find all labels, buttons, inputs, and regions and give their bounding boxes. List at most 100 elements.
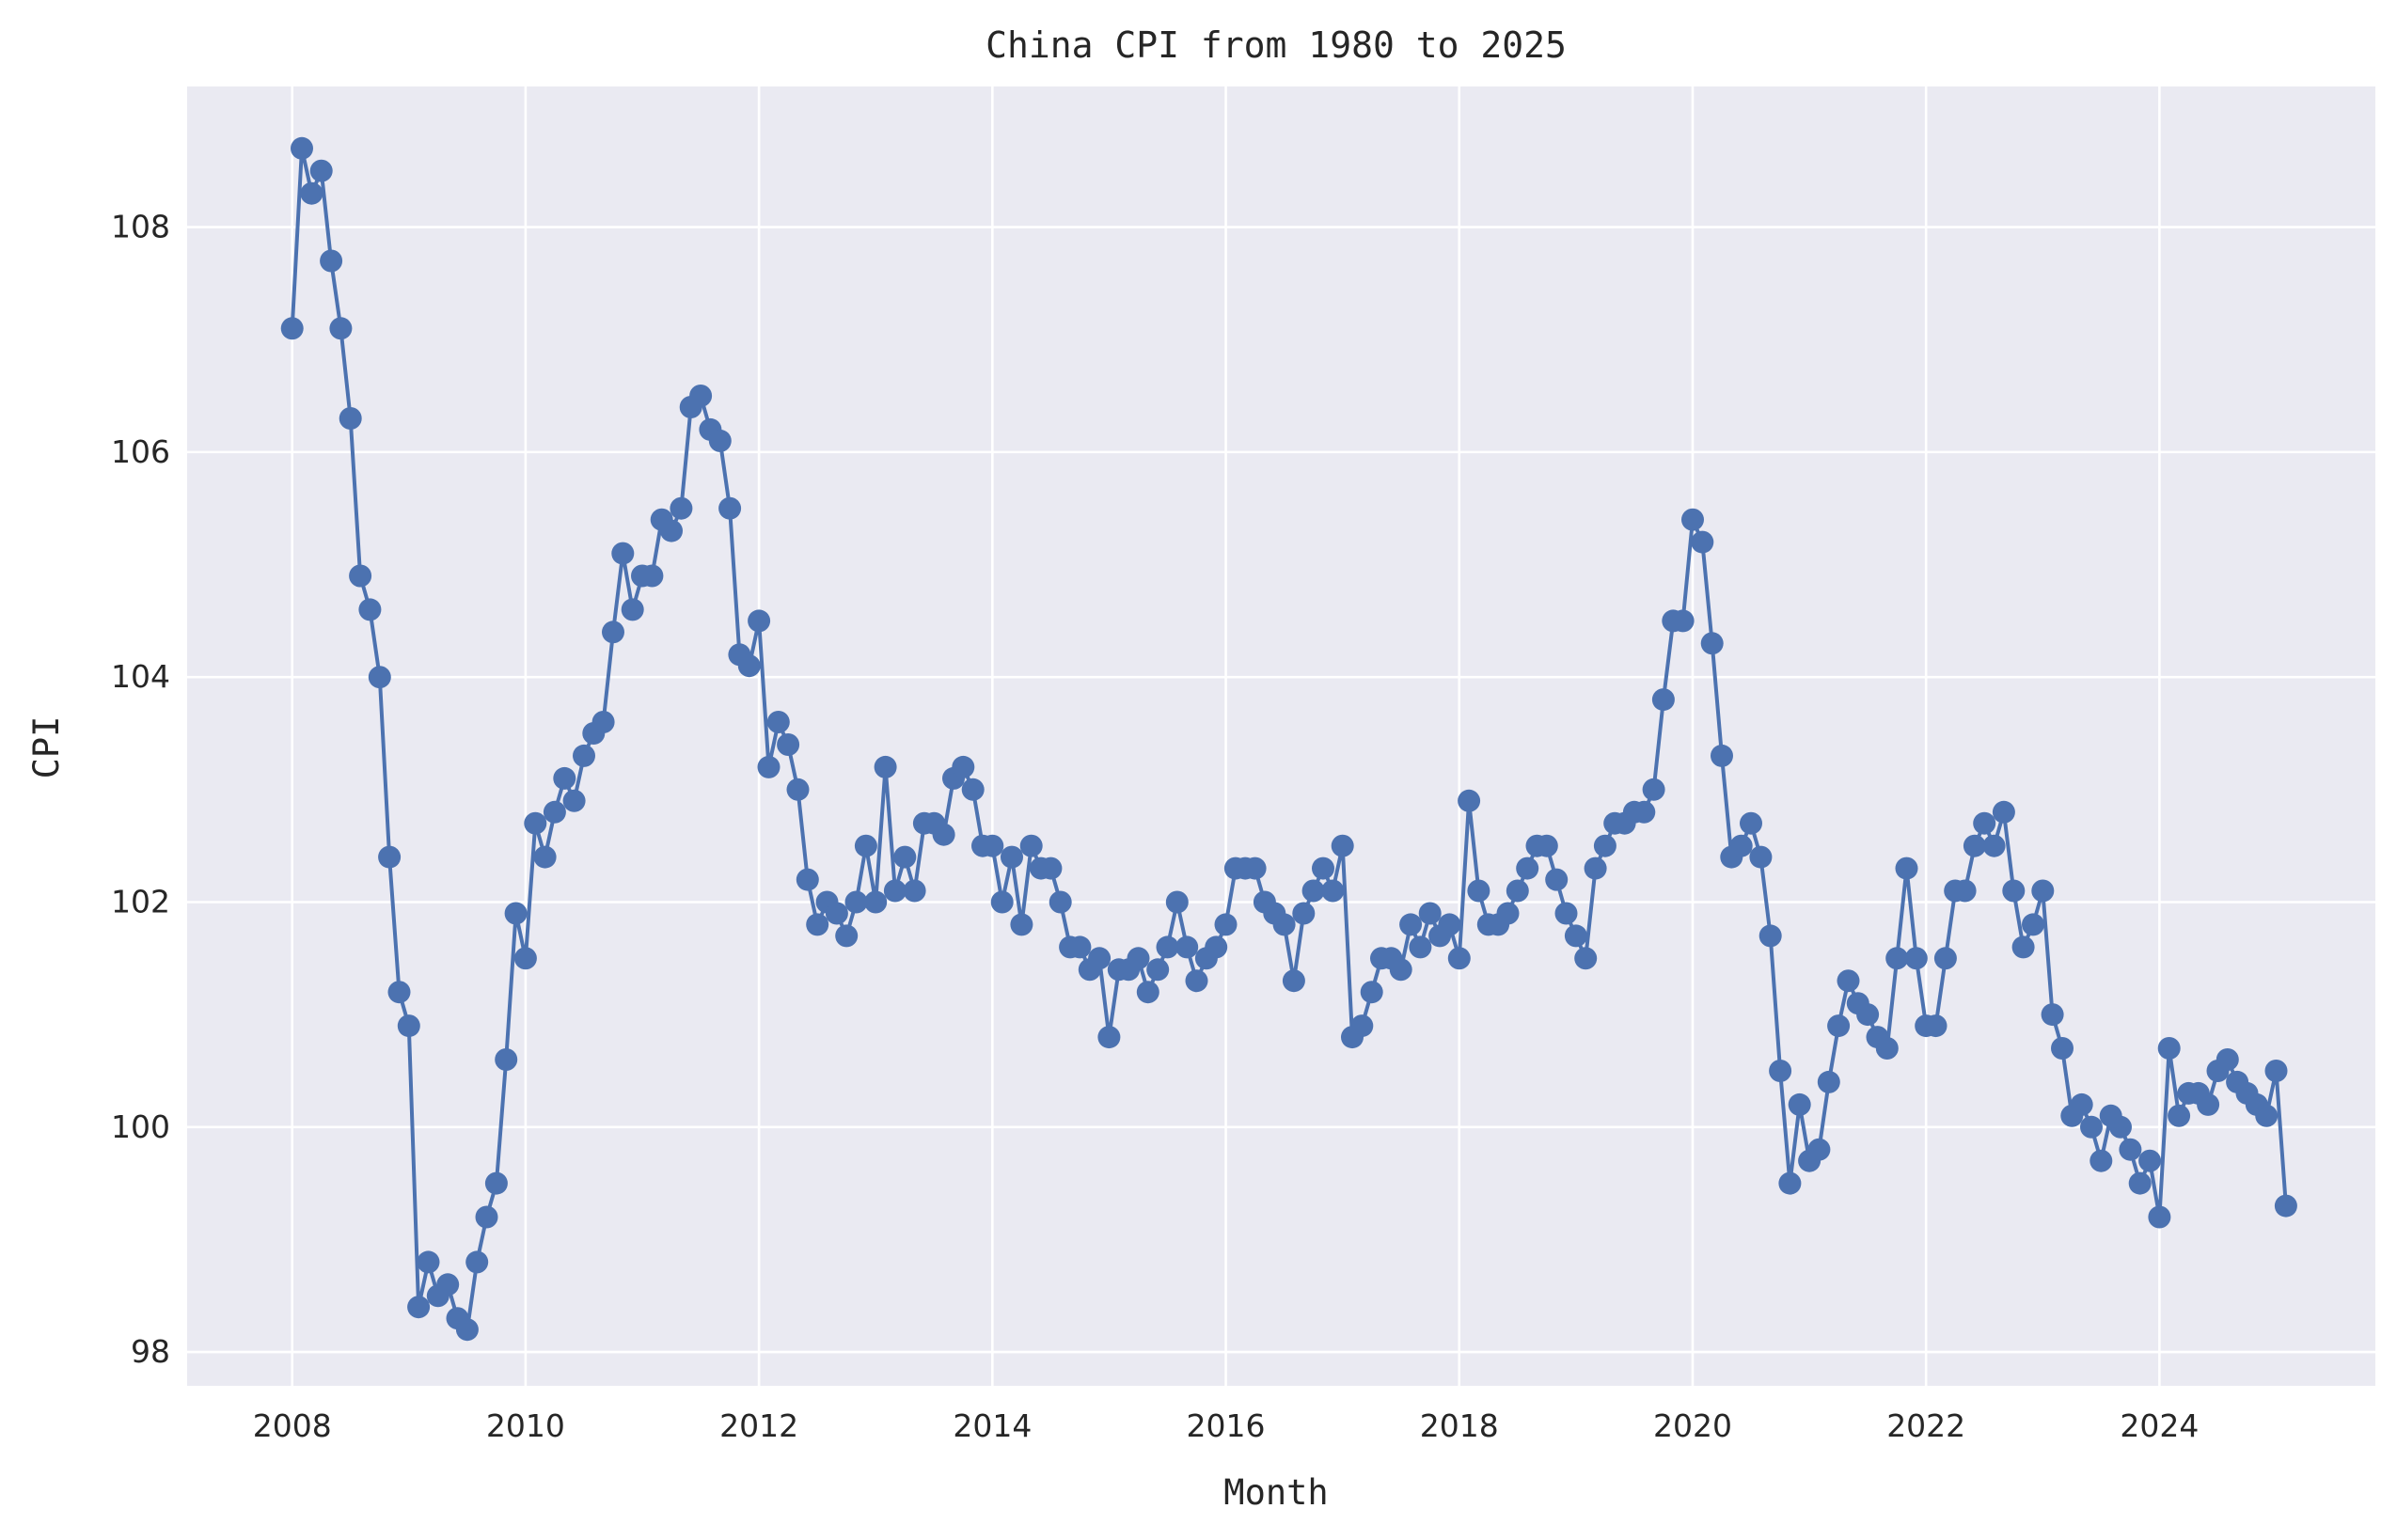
x-tick-label: 2008 (253, 1407, 332, 1444)
data-point (591, 711, 615, 733)
data-point (1642, 778, 1665, 801)
data-point (524, 811, 547, 835)
data-point (1535, 834, 1558, 857)
data-point (1700, 632, 1724, 655)
x-tick-labels: 2008 2010 2012 2014 2016 2018 2020 2022 2024 (253, 1407, 2200, 1444)
y-tick-label: 108 (111, 209, 170, 245)
data-point (1807, 1138, 1831, 1161)
data-point (1778, 1171, 1802, 1195)
data-point (1301, 879, 1325, 903)
data-point (1837, 969, 1860, 993)
data-point (1418, 902, 1442, 925)
data-point (2051, 1037, 2074, 1060)
x-tick-label: 2024 (2120, 1407, 2199, 1444)
data-point (1875, 1037, 1899, 1060)
y-tick-label: 100 (111, 1108, 170, 1145)
data-point (1671, 609, 1695, 633)
data-point (1438, 913, 1461, 936)
data-point (786, 778, 810, 801)
chart-title: China CPI from 1980 to 2025 (986, 24, 1567, 66)
data-point (1769, 1060, 1792, 1082)
x-tick-label: 2018 (1420, 1407, 1499, 1444)
data-point (1729, 834, 1753, 857)
data-point (2070, 1092, 2093, 1116)
data-point (358, 598, 382, 621)
data-point (1933, 947, 1957, 970)
data-point (1088, 947, 1112, 970)
data-point (2274, 1194, 2297, 1218)
data-point (2168, 1104, 2191, 1127)
data-point (2197, 1092, 2220, 1116)
data-point (2002, 879, 2026, 903)
x-tick-label: 2010 (486, 1407, 565, 1444)
data-point (757, 755, 781, 778)
data-point (1788, 1092, 1811, 1116)
y-axis-label: CPI (26, 716, 67, 779)
data-point (300, 181, 323, 205)
data-point (1827, 1014, 1851, 1038)
data-point (1272, 913, 1296, 936)
data-point (1409, 935, 1432, 959)
data-point (1953, 879, 1977, 903)
data-point (806, 913, 829, 936)
data-point (1039, 856, 1063, 880)
data-point (397, 1014, 420, 1038)
data-point (1321, 879, 1345, 903)
plot-area (187, 86, 2375, 1386)
data-point (1632, 800, 1656, 824)
data-point (387, 981, 411, 1004)
data-point (1068, 935, 1092, 959)
y-tick-label: 102 (111, 883, 170, 919)
data-point (1467, 879, 1490, 903)
data-point (1895, 856, 1918, 880)
x-tick-label: 2014 (953, 1407, 1032, 1444)
data-point (1924, 1014, 1948, 1038)
data-point (1185, 969, 1208, 993)
data-point (2011, 935, 2035, 959)
data-point (1447, 947, 1471, 970)
data-point (1564, 924, 1587, 948)
data-point (1992, 800, 2015, 824)
data-point (990, 890, 1014, 914)
x-tick-label: 2012 (719, 1407, 798, 1444)
data-point (854, 834, 877, 857)
data-point (1214, 913, 1238, 936)
data-point (1584, 856, 1607, 880)
data-point (981, 834, 1004, 857)
data-point (2157, 1037, 2181, 1060)
data-point (1817, 1070, 1840, 1093)
x-tick-label: 2020 (1653, 1407, 1732, 1444)
data-point (1593, 834, 1616, 857)
data-point (573, 744, 595, 767)
data-point (2022, 913, 2044, 936)
data-point (1496, 902, 1520, 925)
data-point (553, 766, 576, 790)
data-point (1651, 688, 1675, 712)
data-point (484, 1171, 508, 1195)
data-point (291, 136, 313, 160)
data-point (533, 845, 557, 869)
data-point (1545, 868, 1569, 891)
data-point (280, 317, 304, 340)
data-point (1312, 856, 1334, 880)
data-point (1001, 845, 1023, 869)
data-point (309, 159, 333, 182)
data-point (1010, 913, 1033, 936)
data-point (660, 519, 683, 542)
data-point (689, 385, 713, 407)
data-point (2031, 879, 2055, 903)
data-point (1127, 947, 1150, 970)
data-point (320, 249, 343, 273)
y-tick-label: 104 (111, 658, 170, 695)
data-point (1758, 924, 1782, 948)
data-point (1749, 845, 1773, 869)
data-point (1243, 856, 1267, 880)
data-point (748, 609, 771, 633)
data-point (835, 924, 859, 948)
data-point (844, 890, 868, 914)
data-point (349, 564, 372, 588)
data-point (718, 496, 742, 520)
data-point (1175, 935, 1199, 959)
data-point (2041, 1003, 2064, 1027)
